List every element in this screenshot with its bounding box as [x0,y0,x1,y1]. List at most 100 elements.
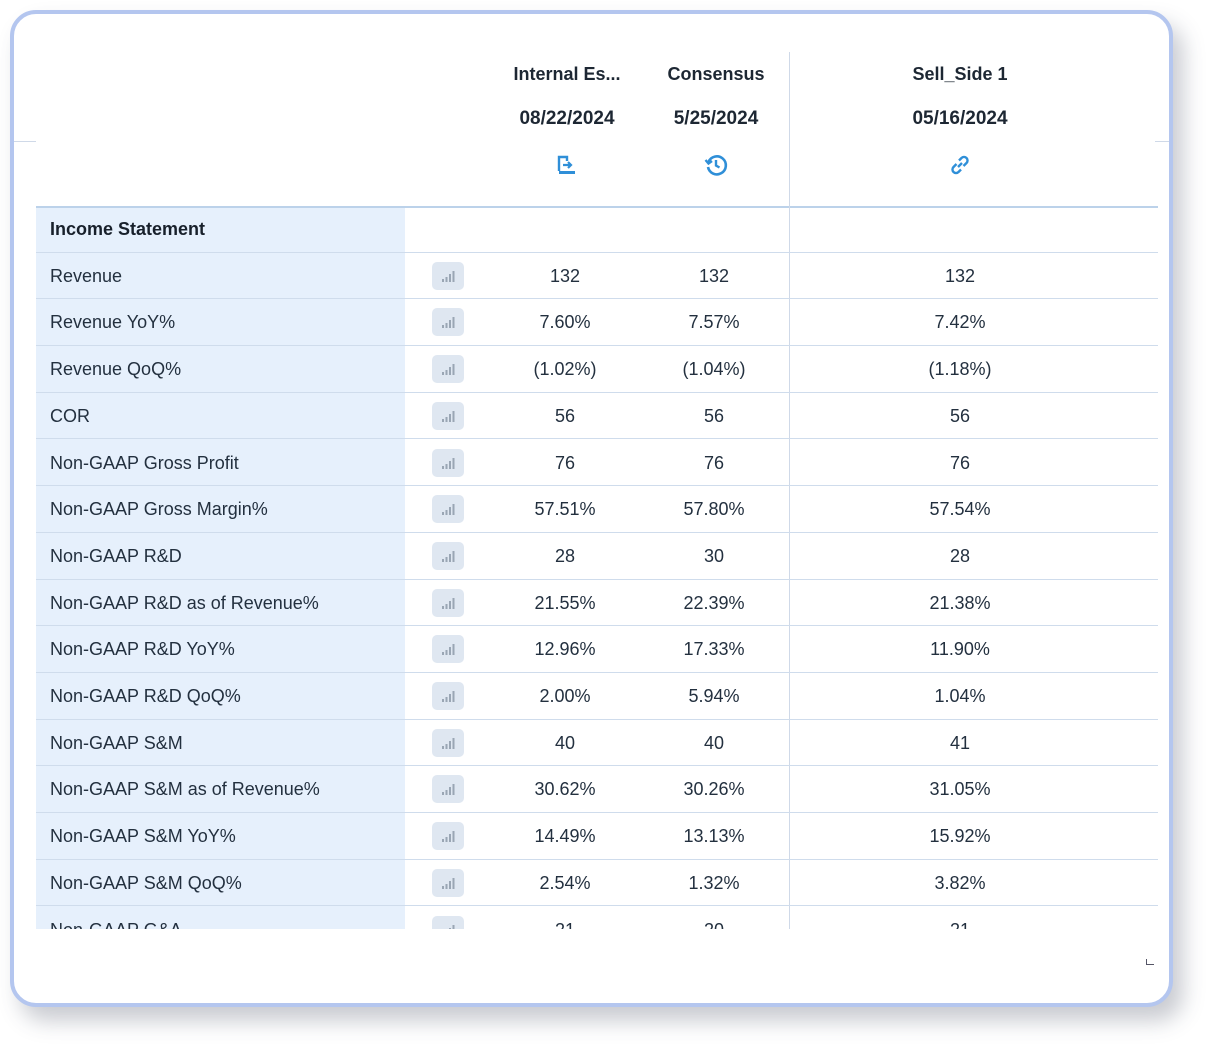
row-label: Non-GAAP R&D YoY% [50,639,235,660]
cell-value: 22.39% [683,592,745,613]
column-header-consensus: Consensus 5/25/2024 [641,54,791,178]
cell-value: 11.90% [930,639,990,660]
cell-value: 17.33% [683,639,745,660]
table-row[interactable]: Non-GAAP S&M QoQ% 2.54% 1.32% 3.82% [36,860,1158,907]
cell-value: (1.02%) [533,359,597,380]
column-name: Consensus [667,64,765,84]
cell-value: (1.04%) [682,359,746,380]
bar-chart-icon[interactable] [432,915,464,929]
cell-value: 28 [554,545,576,566]
table-row[interactable]: Non-GAAP S&M YoY% 14.49% 13.13% 15.92% [36,813,1158,860]
label-column-background [36,206,405,929]
table-row[interactable]: Revenue YoY% 7.60% 7.57% 7.42% [36,299,1158,347]
column-date: 05/16/2024 [912,108,1008,129]
cell-value: 76 [703,452,725,473]
table-top-border [36,206,1158,208]
import-icon[interactable] [554,152,580,178]
table-row[interactable]: Non-GAAP R&D 28 30 28 [36,533,1158,580]
cell-value: 21 [490,907,640,930]
cell-value: 132 [944,265,976,286]
table-row[interactable]: Non-GAAP Gross Margin% 57.51% 57.80% 57.54% [36,486,1158,533]
link-icon[interactable] [947,152,973,178]
row-label: Non-GAAP S&M as of Revenue% [50,779,320,800]
cell-value: 41 [949,732,971,753]
cell-value: 30.62% [534,779,596,800]
bar-chart-icon[interactable] [432,635,464,664]
column-name: Internal Es... [513,64,621,84]
bar-chart-icon[interactable] [432,775,464,804]
column-date: 5/25/2024 [673,108,759,129]
cell-value: 7.57% [688,312,740,333]
row-label: Non-GAAP Gross Profit [50,452,239,473]
bar-chart-icon[interactable] [432,682,464,710]
history-icon[interactable] [703,152,729,178]
table-row[interactable]: Non-GAAP S&M 40 40 41 [36,720,1158,767]
section-title: Income Statement [50,219,206,239]
cell-value: 20 [639,907,789,930]
cell-value: 56 [703,405,725,426]
table-row[interactable]: Non-GAAP S&M as of Revenue% 30.62% 30.26% 3… [36,766,1158,814]
cell-value: 21.55% [534,592,596,613]
header-rule-left [14,141,36,142]
row-label: Revenue QoQ% [50,359,182,380]
row-label: Non-GAAP Gross Margin% [50,499,268,520]
cell-value: 57.51% [534,499,596,520]
column-header-internal: Internal Es... 08/22/2024 [492,54,642,178]
table-row[interactable]: COR 56 56 56 [36,393,1158,440]
bar-chart-icon[interactable] [432,308,464,337]
table-row[interactable]: Non-GAAP G&A 212021 [36,907,1158,930]
cell-value: 76 [949,452,971,473]
cell-value: 57.54% [929,499,991,520]
row-label: Non-GAAP S&M [50,732,183,753]
bar-chart-icon[interactable] [432,822,464,851]
bar-chart-icon[interactable] [432,868,464,897]
column-divider-header [789,52,790,206]
table-row[interactable]: Non-GAAP Gross Profit 76 76 76 [36,440,1158,487]
table-row[interactable]: Non-GAAP R&D YoY% 12.96% 17.33% 11.90% [36,626,1158,673]
cell-value: 40 [703,732,725,753]
table-row[interactable]: Non-GAAP R&D as of Revenue% 21.55% 22.39% 2… [36,580,1158,627]
table-row[interactable]: Revenue 132 132 132 [36,253,1158,300]
cell-value: (1.18%) [928,359,992,380]
table-row[interactable]: Non-GAAP R&D QoQ% 2.00% 5.94% 1.04% [36,673,1158,720]
bar-chart-icon[interactable] [432,355,464,384]
bar-chart-icon[interactable] [432,588,464,617]
cell-value: 14.49% [534,826,596,847]
cell-value: 31.05% [929,779,991,800]
column-divider [789,206,790,929]
row-label: COR [50,405,90,426]
bar-chart-icon[interactable] [432,261,464,290]
cell-value: 7.60% [539,312,591,333]
cell-value: 2.00% [539,686,591,706]
cell-value: 21 [790,907,1130,930]
bar-chart-icon[interactable] [432,448,464,477]
cell-value: 15.92% [929,826,991,847]
row-label: Non-GAAP R&D QoQ% [50,686,241,706]
column-date: 08/22/2024 [519,108,615,129]
data-table[interactable]: Income Statement Revenue 132 132 132 Revenue… [36,206,1158,929]
cell-value: 57.80% [683,499,745,520]
bar-chart-icon[interactable] [432,728,464,757]
cell-value: 2.54% [539,872,591,893]
column-name: Sell_Side 1 [912,64,1008,84]
section-row: Income Statement [36,206,1158,253]
cell-value: 3.82% [934,872,986,893]
row-label: Non-GAAP R&D as of Revenue% [50,592,319,613]
bar-chart-icon[interactable] [432,495,464,524]
cell-value: 1.32% [688,872,740,893]
cell-value: 132 [549,265,581,286]
header-rule-right [1155,141,1169,142]
resize-handle[interactable] [1146,959,1154,965]
table-row[interactable]: Revenue QoQ% (1.02%) (1.04%) (1.18%) [36,346,1158,393]
cell-value: 5.94% [688,686,740,706]
column-header-sell-side: Sell_Side 1 05/16/2024 [790,54,1130,178]
row-label: Non-GAAP G&A [50,907,182,930]
cell-value: 21.38% [929,592,991,613]
cell-value: 132 [698,265,730,286]
bar-chart-icon[interactable] [432,541,464,570]
cell-value: 1.04% [934,686,986,706]
estimates-panel: Internal Es... 08/22/2024 Consensus 5/25… [10,10,1173,1007]
bar-chart-icon[interactable] [432,401,464,430]
cell-value: 7.42% [934,312,986,333]
cell-value: 76 [554,452,576,473]
